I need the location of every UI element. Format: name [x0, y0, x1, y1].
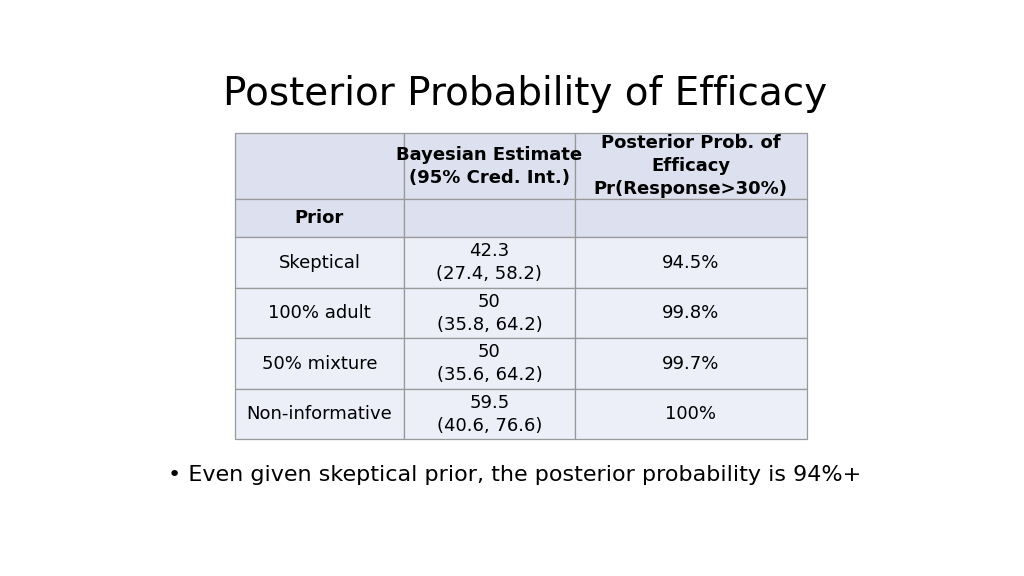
Bar — [575, 134, 807, 199]
Bar — [236, 237, 403, 288]
Bar — [236, 134, 403, 199]
Text: Skeptical: Skeptical — [279, 253, 360, 272]
Text: Prior: Prior — [295, 209, 344, 228]
Bar — [236, 199, 403, 237]
Text: 59.5
(40.6, 76.6): 59.5 (40.6, 76.6) — [436, 394, 542, 435]
Text: 50% mixture: 50% mixture — [262, 355, 377, 373]
Text: 99.7%: 99.7% — [663, 355, 720, 373]
Bar — [403, 134, 575, 199]
Bar — [236, 288, 403, 339]
Text: Bayesian Estimate
(95% Cred. Int.): Bayesian Estimate (95% Cred. Int.) — [396, 146, 583, 187]
Text: Posterior Prob. of
Efficacy
Pr(Response>30%): Posterior Prob. of Efficacy Pr(Response>… — [594, 134, 787, 198]
Text: 100%: 100% — [666, 405, 717, 423]
Text: • Even given skeptical prior, the posterior probability is 94%+: • Even given skeptical prior, the poster… — [168, 465, 861, 485]
Text: 42.3
(27.4, 58.2): 42.3 (27.4, 58.2) — [436, 242, 543, 283]
Bar — [575, 237, 807, 288]
Bar — [403, 288, 575, 339]
Bar — [575, 288, 807, 339]
Bar — [403, 199, 575, 237]
Bar — [575, 339, 807, 389]
Bar — [403, 389, 575, 439]
Text: Posterior Probability of Efficacy: Posterior Probability of Efficacy — [223, 74, 826, 112]
Bar — [403, 237, 575, 288]
Text: 99.8%: 99.8% — [663, 304, 720, 322]
Text: Non-informative: Non-informative — [247, 405, 392, 423]
Text: 100% adult: 100% adult — [268, 304, 371, 322]
Bar — [236, 339, 403, 389]
Bar — [575, 199, 807, 237]
Text: 50
(35.6, 64.2): 50 (35.6, 64.2) — [436, 343, 543, 384]
Bar — [403, 339, 575, 389]
Bar — [236, 389, 403, 439]
Text: 50
(35.8, 64.2): 50 (35.8, 64.2) — [436, 293, 543, 334]
Bar — [575, 389, 807, 439]
Text: 94.5%: 94.5% — [663, 253, 720, 272]
